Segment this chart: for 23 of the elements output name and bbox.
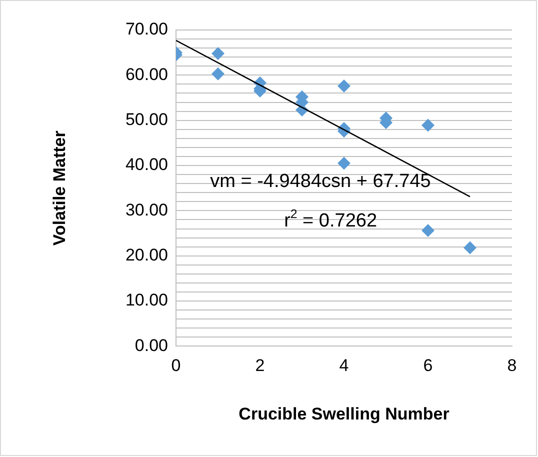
x-tick-label: 4 bbox=[339, 356, 349, 376]
y-tick-label: 0.00 bbox=[134, 336, 168, 355]
x-axis-title: Crucible Swelling Number bbox=[238, 404, 450, 424]
y-tick-label: 70.00 bbox=[125, 20, 168, 39]
y-tick-label: 20.00 bbox=[125, 246, 168, 265]
point bbox=[338, 156, 350, 170]
y-tick-label: 30.00 bbox=[125, 200, 168, 220]
point bbox=[422, 224, 434, 238]
x-tick-label: 8 bbox=[507, 356, 517, 376]
y-axis-title: Volatile Matter bbox=[50, 130, 69, 246]
y-tick-label: 60.00 bbox=[125, 64, 168, 84]
point bbox=[212, 67, 224, 80]
y-tick-label: 10.00 bbox=[125, 290, 168, 310]
x-tick-label: 2 bbox=[255, 356, 265, 376]
point bbox=[464, 241, 476, 254]
y-tick-label: 40.00 bbox=[125, 155, 168, 174]
x-tick-label: 6 bbox=[423, 356, 433, 376]
x-tick-label: 0 bbox=[171, 356, 181, 376]
point bbox=[422, 118, 434, 132]
point bbox=[212, 46, 224, 60]
annotation: vm = -4.9484csn + 67.745 bbox=[210, 171, 431, 192]
point bbox=[338, 80, 350, 93]
y-tick-label: 50.00 bbox=[125, 110, 168, 130]
